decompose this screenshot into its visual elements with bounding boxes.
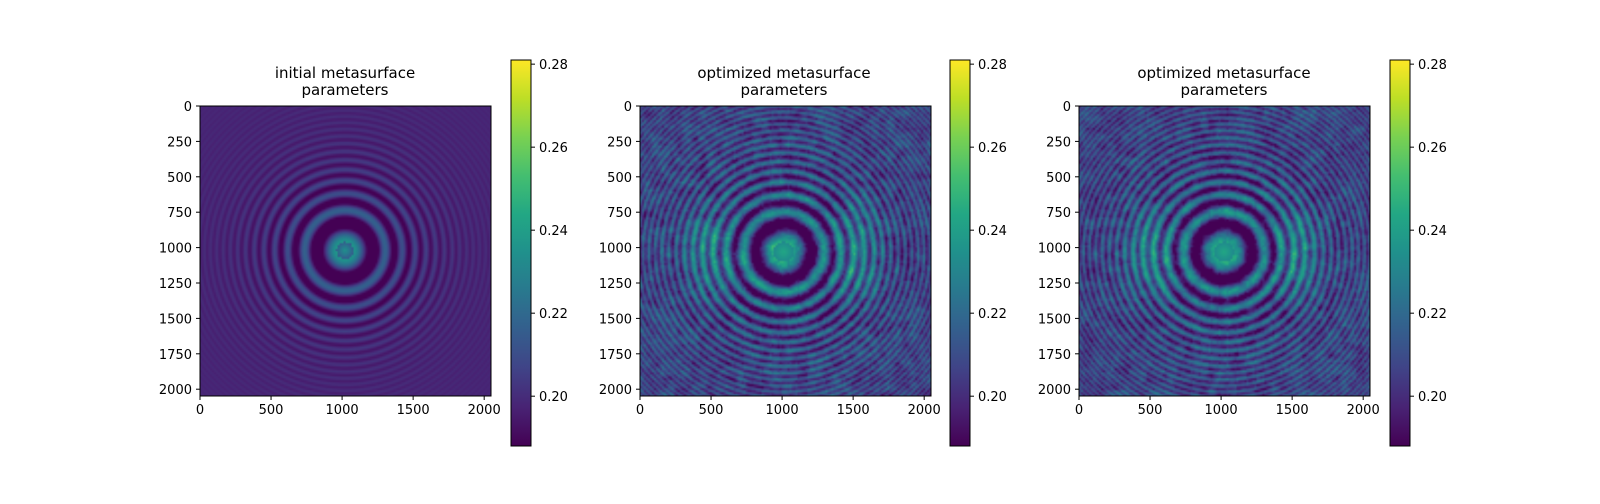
colorbar-tick-label: 0.28 bbox=[978, 58, 1007, 73]
x-tick-label: 1000 bbox=[766, 403, 799, 418]
x-tick-label: 500 bbox=[259, 403, 284, 418]
y-tick-label: 1250 bbox=[159, 277, 192, 292]
y-tick-label: 1500 bbox=[159, 312, 192, 327]
colorbar-gradient bbox=[950, 60, 970, 446]
colorbar-tick-label: 0.26 bbox=[539, 141, 568, 156]
y-tick-label: 1000 bbox=[599, 242, 632, 257]
x-tick-label: 1000 bbox=[1205, 403, 1238, 418]
y-tick-label: 2000 bbox=[159, 383, 192, 398]
colorbar-tick-label: 0.22 bbox=[1418, 307, 1447, 322]
colorbar-tick-label: 0.24 bbox=[539, 224, 568, 239]
y-tick-label: 500 bbox=[1046, 171, 1071, 186]
heatmap-image bbox=[640, 106, 931, 396]
y-tick-label: 500 bbox=[607, 171, 632, 186]
x-tick-label: 2000 bbox=[1347, 403, 1380, 418]
y-tick-label: 1500 bbox=[1038, 312, 1071, 327]
plot-frame bbox=[639, 105, 932, 397]
heatmap-panel-1: initial metasurface parameters 0 500 1000 150… bbox=[159, 58, 568, 447]
x-tick-label: 1500 bbox=[397, 403, 430, 418]
x-tick-label: 0 bbox=[196, 403, 204, 418]
colorbar-tick-label: 0.22 bbox=[978, 307, 1007, 322]
plot-frame bbox=[199, 105, 492, 397]
colorbar-tick-label: 0.24 bbox=[978, 224, 1007, 239]
y-tick-label: 0 bbox=[624, 100, 632, 115]
colorbar-tick-label: 0.22 bbox=[539, 307, 568, 322]
colorbar-frame bbox=[1389, 59, 1411, 447]
y-tick-label: 1750 bbox=[599, 348, 632, 363]
y-tick-label: 1250 bbox=[599, 277, 632, 292]
x-tick-label: 0 bbox=[636, 403, 644, 418]
x-tick-label: 500 bbox=[699, 403, 724, 418]
x-tick-label: 2000 bbox=[908, 403, 941, 418]
heatmap-panel-3: optimized metasurface parameters 0 500 1000 1… bbox=[1038, 58, 1447, 447]
y-tick-label: 1500 bbox=[599, 312, 632, 327]
colorbar-tick-label: 0.28 bbox=[1418, 58, 1447, 73]
y-tick-label: 1250 bbox=[1038, 277, 1071, 292]
x-tick-label: 0 bbox=[1075, 403, 1083, 418]
colorbar: 0.20 0.22 0.24 0.26 0.28 bbox=[1389, 58, 1447, 447]
y-tick-label: 1750 bbox=[1038, 348, 1071, 363]
y-tick-label: 500 bbox=[167, 171, 192, 186]
colorbar-tick-label: 0.20 bbox=[978, 390, 1007, 405]
colorbar-frame bbox=[949, 59, 971, 447]
y-tick-label: 1000 bbox=[1038, 242, 1071, 257]
colorbar-tick-label: 0.20 bbox=[539, 390, 568, 405]
x-tick-label: 1500 bbox=[837, 403, 870, 418]
y-tick-label: 750 bbox=[607, 206, 632, 221]
plot-frame bbox=[1078, 105, 1371, 397]
y-tick-label: 1750 bbox=[159, 348, 192, 363]
y-tick-label: 2000 bbox=[1038, 383, 1071, 398]
heatmap-image bbox=[200, 106, 491, 396]
y-tick-label: 750 bbox=[167, 206, 192, 221]
y-tick-label: 250 bbox=[167, 135, 192, 150]
y-tick-label: 1000 bbox=[159, 242, 192, 257]
colorbar-tick-label: 0.28 bbox=[539, 58, 568, 73]
colorbar-tick-label: 0.26 bbox=[1418, 141, 1447, 156]
x-tick-label: 1500 bbox=[1276, 403, 1309, 418]
colorbar-gradient bbox=[1390, 60, 1410, 446]
panel-title: optimized metasurface parameters bbox=[1137, 64, 1310, 99]
y-tick-label: 250 bbox=[607, 135, 632, 150]
y-tick-label: 0 bbox=[1063, 100, 1071, 115]
y-tick-label: 250 bbox=[1046, 135, 1071, 150]
y-tick-label: 2000 bbox=[599, 383, 632, 398]
heatmap-panel-2: optimized metasurface parameters 0 500 1000 1… bbox=[599, 58, 1007, 447]
colorbar: 0.20 0.22 0.24 0.26 0.28 bbox=[949, 58, 1007, 447]
colorbar: 0.20 0.22 0.24 0.26 0.28 bbox=[510, 58, 568, 447]
colorbar-tick-label: 0.20 bbox=[1418, 390, 1447, 405]
y-tick-label: 750 bbox=[1046, 206, 1071, 221]
heatmap-image bbox=[1079, 106, 1370, 396]
x-tick-label: 2000 bbox=[468, 403, 501, 418]
colorbar-gradient bbox=[511, 60, 531, 446]
y-tick-label: 0 bbox=[184, 100, 192, 115]
colorbar-tick-label: 0.24 bbox=[1418, 224, 1447, 239]
panel-title: optimized metasurface parameters bbox=[697, 64, 870, 99]
colorbar-tick-label: 0.26 bbox=[978, 141, 1007, 156]
x-tick-label: 1000 bbox=[326, 403, 359, 418]
x-tick-label: 500 bbox=[1138, 403, 1163, 418]
colorbar-frame bbox=[510, 59, 532, 447]
panel-title: initial metasurface parameters bbox=[275, 64, 415, 99]
